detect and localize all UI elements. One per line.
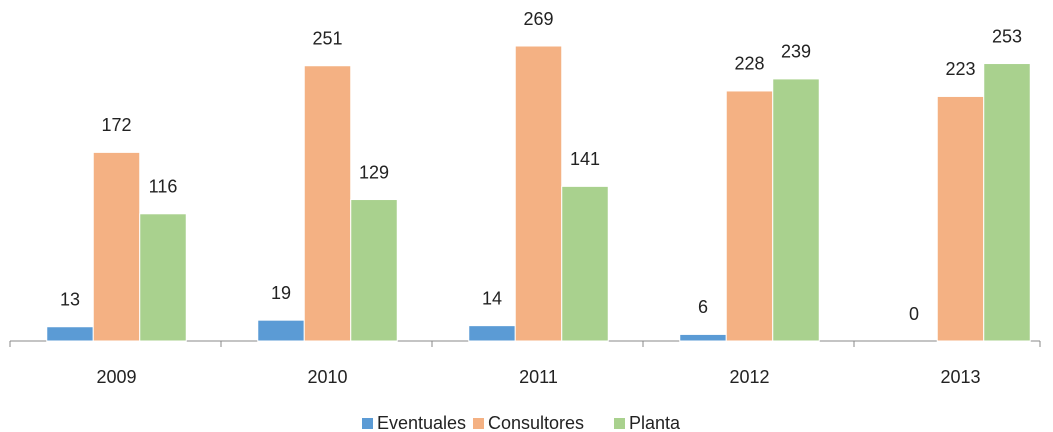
value-label: 269 [523, 9, 553, 29]
bar [725, 90, 774, 342]
bar [257, 319, 305, 342]
value-label: 116 [149, 177, 178, 197]
value-label: 13 [60, 289, 80, 309]
value-label: 19 [271, 283, 291, 303]
value-label: 239 [781, 42, 811, 62]
bar [772, 78, 820, 342]
value-label: 253 [992, 26, 1022, 46]
x-tick-label: 2012 [729, 367, 769, 387]
x-tick-label: 2009 [96, 367, 136, 387]
legend-swatch [473, 418, 484, 429]
bar [983, 63, 1031, 342]
bar [936, 95, 985, 342]
legend-label: Eventuales [377, 413, 466, 432]
value-label: 172 [101, 115, 131, 135]
bar [468, 325, 516, 342]
x-tick-label: 2010 [307, 367, 347, 387]
bar [679, 333, 727, 342]
bar [46, 326, 94, 342]
value-label: 251 [312, 28, 342, 48]
bar [561, 185, 609, 342]
value-label: 0 [909, 304, 919, 324]
legend-label: Consultores [488, 413, 584, 432]
x-tick-label: 2013 [940, 367, 980, 387]
x-tick-label: 2011 [519, 367, 558, 387]
value-label: 228 [734, 54, 764, 74]
bar [139, 213, 187, 342]
legend-swatch [614, 418, 625, 429]
bar [350, 199, 398, 342]
value-label: 14 [482, 288, 502, 308]
bar [303, 65, 352, 342]
legend-swatch [362, 418, 373, 429]
bar [514, 45, 563, 342]
legend-label: Planta [629, 413, 681, 432]
bar [92, 151, 141, 342]
value-label: 129 [359, 162, 389, 182]
value-label: 6 [698, 297, 708, 317]
value-label: 223 [945, 59, 975, 79]
value-label: 141 [570, 149, 600, 169]
